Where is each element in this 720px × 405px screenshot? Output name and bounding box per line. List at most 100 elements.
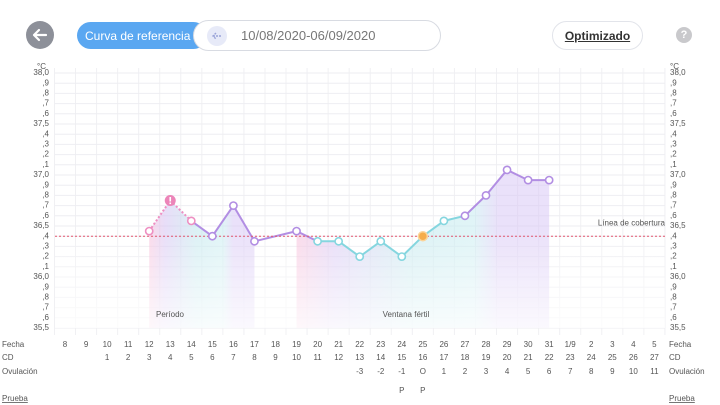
cycle-day: 2 — [126, 353, 131, 362]
flag-icon — [169, 197, 172, 202]
y-tick-label: ,1 — [42, 160, 49, 169]
date-label: 24 — [397, 340, 406, 349]
cycle-day: 7 — [231, 353, 236, 362]
date-label: 8 — [63, 340, 68, 349]
row-label-right: CD — [669, 353, 681, 362]
reference-label: Curva de referencia — [85, 28, 191, 43]
period-label: Período — [156, 310, 185, 319]
gap-connector — [254, 230, 297, 243]
date-label: 1/9 — [565, 340, 577, 349]
reference-button[interactable]: Curva de referencia — [77, 22, 207, 49]
cycle-day: 17 — [439, 353, 448, 362]
point — [334, 236, 344, 246]
y-tick-label-right: ,4 — [670, 129, 677, 138]
y-tick-label: ,6 — [42, 313, 49, 322]
point — [439, 216, 449, 226]
ovulation-day: 8 — [589, 367, 594, 376]
date-range-field[interactable]: 10/08/2020-06/09/2020 — [193, 20, 441, 51]
point — [523, 175, 533, 185]
date-label: 11 — [124, 340, 133, 349]
date-label: 18 — [271, 340, 280, 349]
row-label: Fecha — [2, 340, 25, 349]
point — [186, 216, 196, 226]
optimize-button[interactable]: Optimizado — [552, 21, 643, 50]
unit-label-right: °C — [670, 62, 679, 71]
date-label: 22 — [355, 340, 364, 349]
cycle-day: 20 — [503, 353, 512, 362]
back-icon — [32, 28, 48, 42]
row-label-right: Fecha — [669, 340, 692, 349]
ovulation-day: 7 — [568, 367, 573, 376]
y-tick-label: ,8 — [42, 89, 49, 98]
cycle-day: 23 — [566, 353, 575, 362]
y-tick-label: ,4 — [42, 129, 49, 138]
point — [481, 190, 491, 200]
point — [144, 226, 154, 236]
cycle-day: 13 — [355, 353, 364, 362]
help-label: ? — [680, 29, 688, 41]
cycle-day: 22 — [545, 353, 554, 362]
y-tick-label-right: ,6 — [670, 313, 677, 322]
cycle-day: 19 — [482, 353, 491, 362]
ovulation-day: 11 — [650, 367, 659, 376]
date-arrow-icon — [207, 25, 227, 46]
line-segment — [338, 240, 361, 258]
line-segment — [464, 194, 487, 217]
y-tick-label: ,7 — [42, 303, 49, 312]
fertile-label: Ventana fértil — [383, 310, 430, 319]
unit-label: °C — [37, 62, 46, 71]
row-label: Prueba — [2, 394, 28, 403]
back-button[interactable] — [26, 21, 54, 49]
point — [397, 252, 407, 261]
date-label: 15 — [208, 340, 217, 349]
y-tick-label-right: ,8 — [670, 89, 677, 98]
cycle-day: 26 — [629, 353, 638, 362]
flag-icon-dot — [169, 202, 172, 205]
point — [460, 211, 470, 221]
cycle-day: 14 — [376, 353, 385, 362]
point — [313, 236, 322, 246]
y-tick-label: ,2 — [42, 150, 49, 159]
test-result: P — [420, 386, 425, 395]
ovulation-day: 4 — [505, 367, 510, 376]
date-label: 30 — [524, 340, 533, 349]
ovulation-day: -1 — [398, 367, 406, 376]
y-tick-label-right: ,4 — [670, 231, 677, 240]
line-segment — [169, 199, 192, 222]
point — [544, 175, 554, 185]
date-label: 5 — [652, 340, 657, 349]
line-segment — [506, 169, 529, 181]
date-label: 10 — [103, 340, 112, 349]
y-tick-label-right: ,9 — [670, 282, 677, 291]
test-result: P — [399, 386, 404, 395]
y-tick-label-right: 37,0 — [670, 170, 686, 179]
y-tick-label-right: 37,5 — [670, 119, 686, 128]
y-tick-label: 36,0 — [33, 272, 49, 281]
y-tick-label-right: 36,0 — [670, 272, 686, 281]
flag-point — [164, 195, 176, 206]
y-tick-label-right: ,7 — [670, 99, 677, 108]
ovulation-day: O — [420, 367, 426, 376]
point — [250, 236, 259, 246]
y-tick-label-right: ,2 — [670, 150, 677, 159]
ovulation-day: 3 — [484, 367, 489, 376]
y-tick-label: ,7 — [42, 99, 49, 108]
ovulation-day: 5 — [526, 367, 531, 376]
help-button[interactable]: ? — [676, 27, 692, 43]
date-label: 29 — [503, 340, 512, 349]
cycle-day: 10 — [292, 353, 301, 362]
y-tick-label: ,6 — [42, 109, 49, 118]
date-label: 20 — [313, 340, 322, 349]
y-tick-label-right: ,1 — [670, 262, 677, 271]
line-segment — [380, 240, 403, 258]
cycle-day: 3 — [147, 353, 152, 362]
cycle-day: 4 — [168, 353, 173, 362]
y-tick-label: 37,0 — [33, 170, 49, 179]
date-label: 25 — [418, 340, 427, 349]
y-tick-label: ,9 — [42, 282, 49, 291]
cycle-day: 8 — [252, 353, 257, 362]
area — [149, 200, 255, 328]
line-segment — [443, 214, 466, 222]
point — [292, 226, 301, 236]
